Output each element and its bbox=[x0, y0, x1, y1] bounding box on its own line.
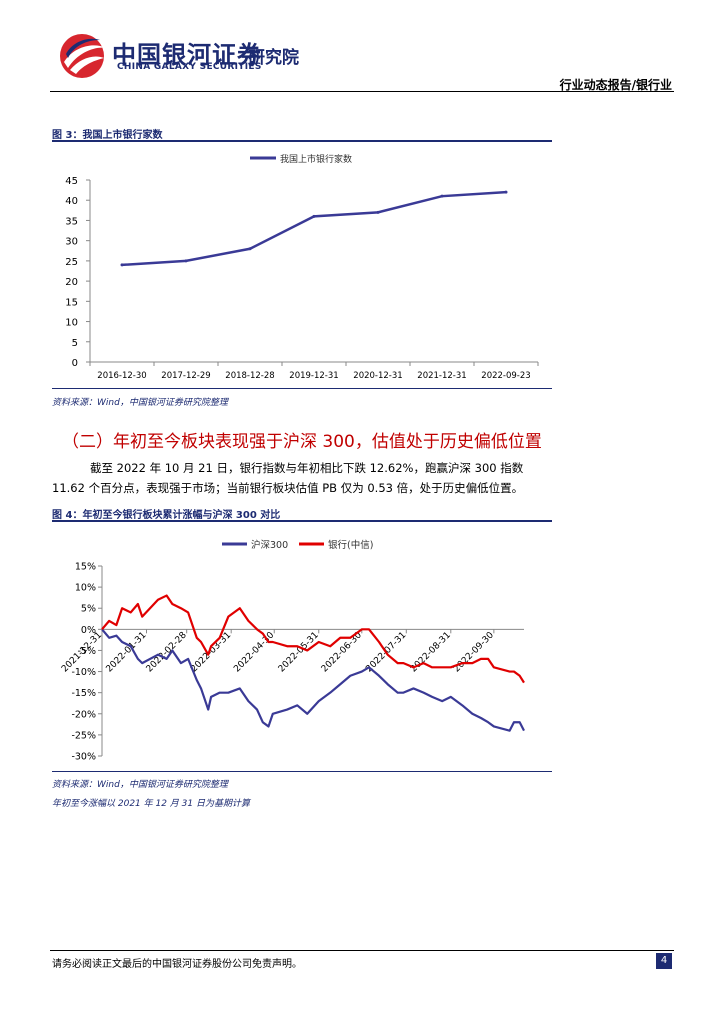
figure4-top-rule bbox=[52, 520, 552, 522]
y-tick-label: -30% bbox=[71, 752, 96, 763]
y-tick-label: -20% bbox=[71, 709, 96, 720]
y-tick-label: 35 bbox=[65, 216, 78, 227]
figure4-caption: 图 4：年初至今银行板块累计涨幅与沪深 300 对比 bbox=[52, 510, 281, 521]
y-tick-label: 5% bbox=[81, 604, 96, 615]
y-tick-label: 15 bbox=[65, 297, 78, 308]
y-tick-label: -15% bbox=[71, 688, 96, 699]
series-line-csi300 bbox=[101, 628, 525, 732]
data-point bbox=[120, 263, 124, 267]
y-tick-label: 0% bbox=[81, 625, 96, 636]
company-name-en: CHINA GALAXY SECURITIES bbox=[117, 62, 262, 72]
x-tick-label: 2019-12-31 bbox=[289, 371, 338, 381]
series-line-bank-count bbox=[121, 190, 507, 267]
x-tick-label: 2022-09-23 bbox=[481, 371, 530, 381]
report-category: 行业动态报告/银行业 bbox=[559, 78, 672, 92]
y-tick-label: 0 bbox=[72, 358, 78, 369]
y-tick-label: -5% bbox=[78, 646, 97, 657]
figure3-top-rule bbox=[52, 140, 552, 142]
y-tick-label: 40 bbox=[65, 196, 78, 207]
data-point bbox=[504, 190, 508, 194]
legend-label-csi300: 沪深300 bbox=[251, 539, 288, 551]
y-tick-label: 15% bbox=[75, 562, 96, 573]
x-tick-label: 2018-12-28 bbox=[225, 371, 274, 381]
legend-label-bank: 银行(中信) bbox=[328, 539, 373, 551]
section-paragraph: 截至 2022 年 10 月 21 日，银行指数与年初相比下跌 12.62%，跑… bbox=[52, 458, 552, 498]
footer-disclaimer: 请务必阅读正文最后的中国银河证券股份公司免责声明。 bbox=[52, 959, 302, 970]
x-tick-label: 2022-05-31 bbox=[277, 630, 321, 674]
y-tick-label: 5 bbox=[72, 338, 78, 349]
galaxy-logo-icon bbox=[60, 34, 106, 78]
y-tick-label: 25 bbox=[65, 257, 78, 268]
bank-count-chart: 0 5 10 15 20 25 30 35 40 45 2016-12-30 2017-12-29 20… bbox=[65, 153, 539, 381]
x-tick-label: 2021-12-31 bbox=[417, 371, 466, 381]
x-tick-label: 2020-12-31 bbox=[353, 371, 402, 381]
institute-label: 研究院 bbox=[248, 48, 299, 68]
x-tick-label: 2017-12-29 bbox=[161, 371, 210, 381]
y-tick-label: -10% bbox=[71, 667, 96, 678]
y-tick-label: 30 bbox=[65, 237, 78, 248]
figure4-bottom-rule bbox=[52, 771, 552, 772]
x-tick-label: 2016-12-30 bbox=[97, 371, 146, 381]
x-tick-label: 2022-02-28 bbox=[145, 630, 189, 674]
figure3-bottom-rule bbox=[52, 388, 552, 389]
footer-divider bbox=[50, 950, 674, 951]
y-tick-label: 45 bbox=[65, 176, 78, 187]
section-title: （二）年初至今板块表现强于沪深 300，估值处于历史偏低位置 bbox=[62, 432, 542, 452]
y-tick-label: 10% bbox=[75, 583, 96, 594]
data-point bbox=[248, 247, 252, 251]
x-tick-label: 2022-04-30 bbox=[232, 630, 276, 674]
figure4-source: 资料来源：Wind，中国银河证券研究院整理 bbox=[52, 780, 228, 790]
page-number: 4 bbox=[656, 953, 672, 969]
company-name-cn: 中国银河证券 bbox=[112, 41, 262, 69]
y-tick-label: 10 bbox=[65, 318, 78, 329]
figure4-note: 年初至今涨幅以 2021 年 12 月 31 日为基期计算 bbox=[52, 799, 250, 809]
y-tick-label: -25% bbox=[71, 730, 96, 741]
figure3-source: 资料来源：Wind，中国银河证券研究院整理 bbox=[52, 398, 228, 408]
legend-label: 我国上市银行家数 bbox=[280, 153, 352, 165]
x-tick-label: 2022-09-30 bbox=[452, 630, 496, 674]
data-point bbox=[376, 210, 380, 214]
data-point bbox=[184, 259, 188, 263]
ytd-return-chart: 15%10%5%0%-5%-10%-15%-20%-25%-30%2021-12… bbox=[60, 539, 525, 763]
series-line-bank-citic bbox=[101, 594, 525, 684]
paragraph-text: 截至 2022 年 10 月 21 日，银行指数与年初相比下跌 12.62%，跑… bbox=[52, 461, 524, 495]
data-point bbox=[440, 194, 444, 198]
y-tick-label: 20 bbox=[65, 277, 78, 288]
data-point bbox=[312, 214, 316, 218]
header-divider bbox=[50, 91, 674, 92]
figure3-caption: 图 3：我国上市银行家数 bbox=[52, 130, 163, 141]
